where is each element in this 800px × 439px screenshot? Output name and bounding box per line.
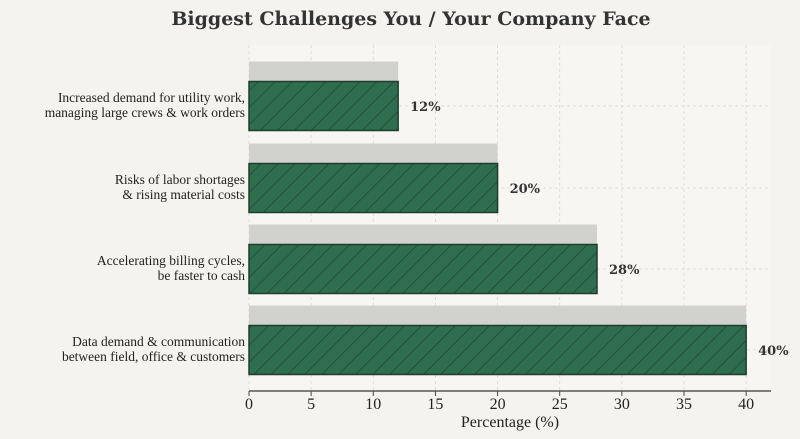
data-label: 28% <box>609 263 640 278</box>
chart-title: Biggest Challenges You / Your Company Fa… <box>171 8 650 30</box>
category-label: Risks of labor shortages & rising materia… <box>115 172 245 202</box>
category-label-line: be faster to cash <box>158 268 246 283</box>
bar-hatch <box>248 324 747 376</box>
x-tick-label: 25 <box>552 396 568 413</box>
x-axis-label: Percentage (%) <box>461 414 559 431</box>
category-label: Accelerating billing cycles, be faster to… <box>97 253 245 283</box>
x-tick-label: 10 <box>365 396 381 413</box>
category-label: Data demand & communication between field… <box>62 334 245 364</box>
x-tick-label: 15 <box>427 396 443 413</box>
category-label-line: Accelerating billing cycles, <box>97 253 245 268</box>
category-label-line: Increased demand for utility work, <box>58 90 245 105</box>
data-label: 20% <box>510 182 541 197</box>
bar-hatch <box>248 243 598 295</box>
data-label: 40% <box>758 344 789 359</box>
bar-hatch <box>248 162 499 214</box>
x-tick-label: 35 <box>676 396 692 413</box>
data-label: 12% <box>410 100 441 115</box>
category-label-line: Data demand & communication <box>72 334 245 349</box>
x-tick-label: 20 <box>490 396 506 413</box>
category-label-line: between field, office & customers <box>62 349 245 364</box>
category-label-line: managing large crews & work orders <box>45 105 245 120</box>
x-tick-label: 30 <box>614 396 630 413</box>
category-label-line: Risks of labor shortages <box>115 172 245 187</box>
bar-hatch <box>248 80 399 132</box>
x-tick-label: 5 <box>307 396 315 413</box>
category-label-line: & rising material costs <box>122 187 245 202</box>
x-tick-label: 40 <box>738 396 754 413</box>
category-label: Increased demand for utility work, managi… <box>45 90 245 120</box>
x-tick-label: 0 <box>245 396 253 413</box>
